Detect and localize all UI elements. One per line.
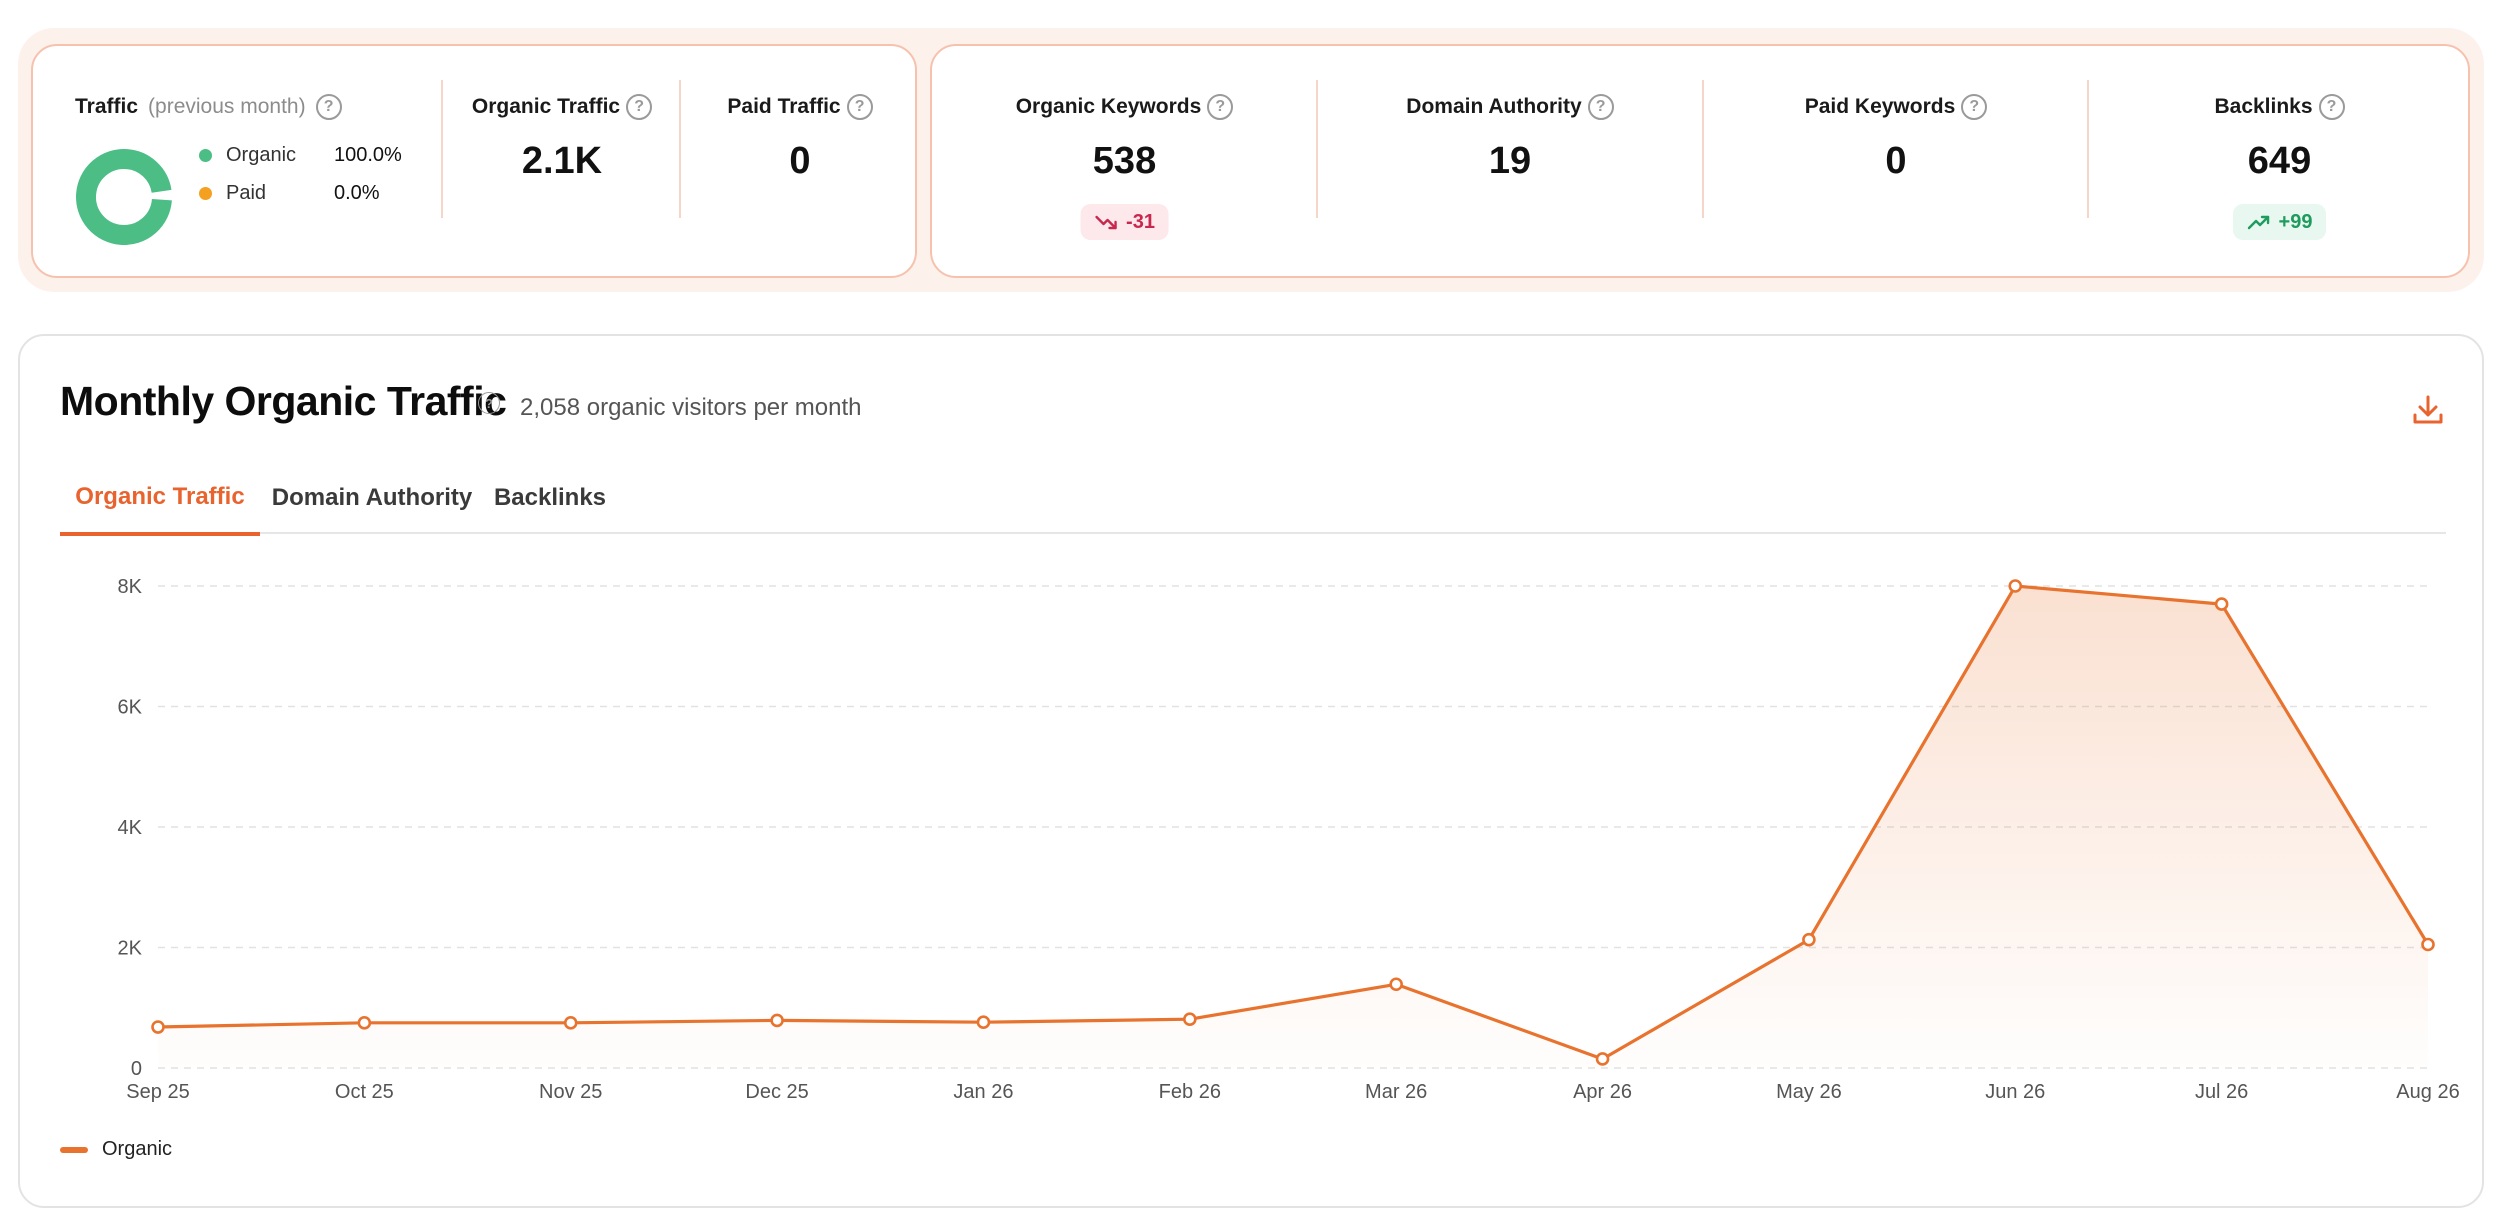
data-point[interactable] [2214,597,2229,611]
metric-value: 19 [1488,140,1532,182]
help-icon[interactable]: ? [846,94,873,120]
traffic-card: Traffic (previous month) ? Organic 100.0… [31,44,917,278]
metric-label: Domain Authority [1406,95,1582,118]
help-icon[interactable]: ? [315,94,342,120]
help-icon[interactable]: ? [1587,94,1614,120]
metric-label: Organic Traffic [471,95,621,118]
x-tick-label: Jan 26 [953,1081,1013,1103]
panel-subtitle: 2,058 organic visitors per month [520,394,862,421]
metric-organic-traffic: Organic Traffic ? 2.1K [443,46,681,276]
tab-domain-authority[interactable]: Domain Authority [271,484,473,511]
data-point[interactable] [770,1013,784,1028]
organic-area [158,586,2428,1068]
metrics-strip: Traffic (previous month) ? Organic 100.0… [18,28,2484,292]
legend-paid-label: Paid [226,182,267,204]
donut-organic-segment [76,149,172,245]
y-tick-label: 4K [118,817,143,839]
metric-paid-keywords: Paid Keywords ? 0 [1704,46,2088,276]
help-icon[interactable]: ? [1207,94,1234,120]
monthly-traffic-panel: Monthly Organic Traffic ? 2,058 organic … [18,334,2484,1208]
panel-title: Monthly Organic Traffic [60,378,507,424]
tab-organic-traffic[interactable]: Organic Traffic [60,462,260,536]
data-point[interactable] [357,1016,372,1030]
seo-metrics-card: Organic Keywords ? 538 -31 Domain Author… [930,44,2470,278]
x-tick-label: Apr 26 [1573,1081,1632,1103]
help-icon[interactable]: ? [2318,94,2345,120]
y-tick-label: 6K [118,697,143,719]
data-point[interactable] [1802,932,1816,947]
legend-organic-label: Organic [226,144,297,166]
metric-label: Paid Traffic [727,95,841,118]
divider [441,80,443,218]
traffic-header: Traffic (previous month) ? [75,94,342,120]
x-tick-label: Aug 26 [2396,1081,2459,1103]
organic-line [157,584,2430,1061]
x-tick-label: May 26 [1776,1081,1842,1103]
organic-dot [199,149,212,162]
x-tick-label: Oct 25 [335,1081,394,1103]
x-tick-label: Mar 26 [1365,1081,1427,1103]
metric-value: 0 [1885,140,1907,182]
legend-item-paid: Paid 0.0% [199,182,380,205]
delta-value: -31 [1126,210,1155,233]
x-tick-label: Sep 25 [126,1081,189,1103]
organic-legend-swatch [60,1146,88,1153]
delta-badge-down: -31 [1080,204,1169,240]
download-icon[interactable] [2408,390,2448,430]
metric-paid-traffic: Paid Traffic ? 0 [681,46,919,276]
trend-down-icon [1094,215,1117,230]
chart-tabs: Organic Traffic Domain Authority Backlin… [60,462,2446,536]
divider [2087,80,2089,218]
data-point[interactable] [976,1015,991,1030]
metric-label: Organic Keywords [1015,95,1202,118]
y-tick-label: 0 [131,1058,142,1080]
legend-item-organic: Organic 100.0% [199,144,402,167]
data-point[interactable] [1595,1052,1610,1066]
y-tick-label: 2K [118,938,143,960]
data-point[interactable] [1183,1012,1197,1026]
data-point[interactable] [563,1016,578,1030]
trend-up-icon [2247,215,2269,230]
help-icon[interactable]: ? [626,94,653,120]
data-point[interactable] [2008,579,2023,593]
chart-legend: Organic [60,1138,172,1161]
metric-value: 649 [2247,140,2312,182]
data-point[interactable] [2421,937,2435,952]
legend-paid-pct: 0.0% [334,182,380,204]
x-tick-label: Dec 25 [745,1081,808,1103]
metric-domain-authority: Domain Authority ? 19 [1318,46,1702,276]
metric-backlinks: Backlinks ? 649 +99 [2089,46,2470,276]
traffic-donut-chart [76,149,172,245]
metric-organic-keywords: Organic Keywords ? 538 -31 [932,46,1317,276]
legend-organic: Organic [102,1138,173,1160]
paid-dot [199,187,212,200]
x-tick-label: Feb 26 [1159,1081,1221,1103]
metric-label: Paid Keywords [1804,95,1956,118]
data-point[interactable] [151,1020,165,1034]
x-tick-label: Jun 26 [1985,1081,2045,1103]
delta-badge-up: +99 [2232,204,2327,240]
organic-traffic-chart: 0 2K 4K 6K 8K Sep 25 Oct 25 Nov 25 Dec 25 Jan 26… [118,576,2460,1103]
traffic-title: Traffic [75,95,139,118]
metric-value: 2.1K [521,140,603,182]
legend-organic-pct: 100.0% [334,144,402,166]
x-tick-label: Jul 26 [2195,1081,2248,1103]
help-icon[interactable]: ? [478,392,500,414]
divider [1702,80,1704,218]
y-tick-label: 8K [118,576,143,598]
metric-value: 538 [1092,140,1157,182]
help-icon[interactable]: ? [1961,94,1988,120]
metric-value: 0 [789,140,811,182]
tab-backlinks[interactable]: Backlinks [493,484,607,511]
divider [679,80,681,218]
x-tick-label: Nov 25 [539,1081,602,1103]
divider [1316,80,1318,218]
metric-label: Backlinks [2214,95,2313,118]
traffic-period: (previous month) [148,95,306,118]
delta-value: +99 [2278,210,2313,233]
data-point[interactable] [1389,977,1403,992]
